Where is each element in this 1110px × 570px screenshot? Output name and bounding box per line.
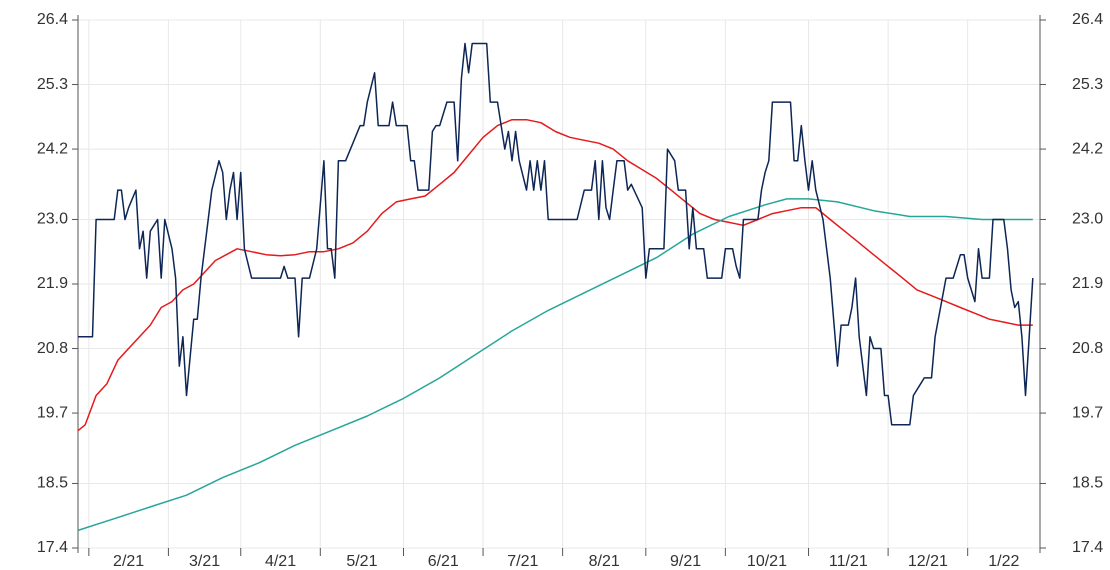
y-tick-label: 23.0 [37,211,68,228]
x-tick-label: 4/21 [265,553,296,570]
x-tick-label: 2/21 [113,553,144,570]
y-tick-label: 24.2 [37,140,68,157]
y-tick-label: 19.7 [37,404,68,421]
x-tick-label: 8/21 [589,553,620,570]
x-tick-label: 11/21 [829,553,868,570]
series-line [78,42,1034,426]
y-tick-label: 25.3 [37,76,68,93]
y-tick-label: 21.9 [37,275,68,292]
y-tick-label: 26.4 [37,11,68,28]
y2-tick-label: 25.3 [1072,76,1103,93]
y2-tick-label: 24.2 [1072,140,1103,157]
y2-tick-label: 19.7 [1072,404,1103,421]
y2-tick-label: 17.4 [1072,539,1103,556]
y-tick-label: 17.4 [37,539,68,556]
x-tick-label: 1/22 [988,553,1019,570]
y-tick-label: 18.5 [37,475,68,492]
x-tick-label: 7/21 [507,553,538,570]
x-tick-label: 12/21 [908,553,948,570]
y2-tick-label: 20.8 [1072,340,1103,357]
y-tick-label: 20.8 [37,340,68,357]
y2-tick-label: 26.4 [1072,11,1103,28]
y2-tick-label: 21.9 [1072,275,1103,292]
x-tick-label: 10/21 [747,553,787,570]
y2-tick-label: 23.0 [1072,211,1103,228]
x-tick-label: 6/21 [428,553,459,570]
x-tick-label: 9/21 [670,553,701,570]
x-tick-label: 3/21 [189,553,220,570]
y2-tick-label: 18.5 [1072,475,1103,492]
x-tick-label: 5/21 [346,553,377,570]
series-line [77,198,1033,532]
